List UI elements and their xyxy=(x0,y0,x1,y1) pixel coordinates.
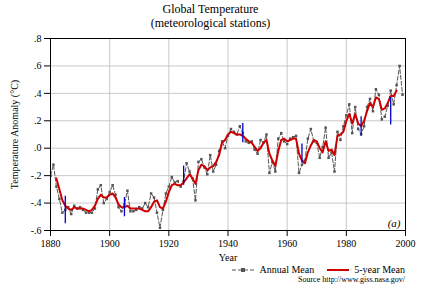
svg-text:1880: 1880 xyxy=(41,238,61,249)
html-text:5-year Mean: 5-year Mean xyxy=(354,264,405,275)
svg-text:.0: .0 xyxy=(34,142,42,153)
html-text:Annual Mean: Annual Mean xyxy=(259,264,315,275)
svg-text:-.2: -.2 xyxy=(31,170,42,181)
svg-text:.2: .2 xyxy=(34,115,42,126)
html-text:Source http://www.giss.nasa.go: Source http://www.giss.nasa.gov/ xyxy=(298,275,405,284)
svg-text:.4: .4 xyxy=(34,88,42,99)
svg-text:Temperature Anomaly (°C): Temperature Anomaly (°C) xyxy=(9,80,21,189)
svg-text:Year: Year xyxy=(219,252,238,263)
svg-text:1900: 1900 xyxy=(100,238,120,249)
svg-text:-.6: -.6 xyxy=(31,225,42,236)
html-text:Global Temperature (meteorolog: Global Temperature (meteorological stati… xyxy=(150,2,271,30)
svg-text:1920: 1920 xyxy=(159,238,179,249)
svg-text:.6: .6 xyxy=(34,60,42,71)
svg-text:-.4: -.4 xyxy=(31,197,42,208)
svg-text:.8: .8 xyxy=(34,33,42,44)
svg-text:1940: 1940 xyxy=(218,238,238,249)
svg-text:2000: 2000 xyxy=(396,238,416,249)
svg-text:1960: 1960 xyxy=(277,238,297,249)
svg-text:(a): (a) xyxy=(388,217,401,230)
svg-text:1980: 1980 xyxy=(336,238,356,249)
